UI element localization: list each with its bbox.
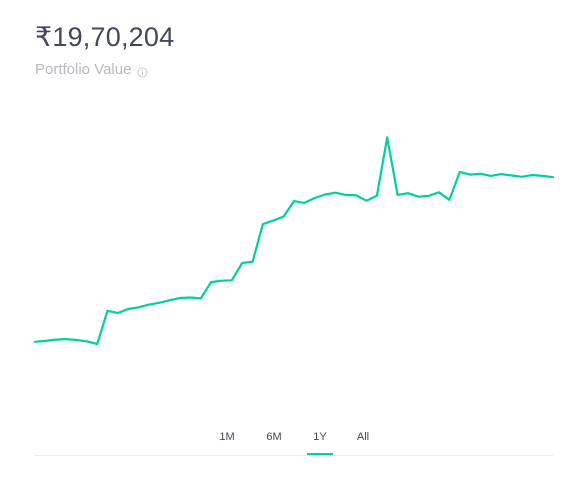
tab-1m-label: 1M	[219, 431, 235, 443]
range-tabs: 1M 6M 1Y All	[0, 425, 587, 455]
tab-1y[interactable]: 1Y	[307, 425, 333, 455]
portfolio-label: Portfolio Value	[35, 61, 132, 78]
tab-1m[interactable]: 1M	[214, 425, 240, 455]
portfolio-value: ₹19,70,204	[35, 22, 175, 52]
tab-all[interactable]: All	[350, 425, 376, 455]
tab-1y-label: 1Y	[313, 431, 327, 443]
tab-6m-label: 6M	[266, 431, 282, 443]
tab-6m[interactable]: 6M	[261, 425, 287, 455]
portfolio-line	[33, 136, 555, 346]
tab-all-label: All	[356, 431, 370, 443]
info-icon[interactable]	[137, 65, 148, 78]
portfolio-label-row: Portfolio Value	[35, 60, 148, 80]
divider	[35, 455, 553, 456]
